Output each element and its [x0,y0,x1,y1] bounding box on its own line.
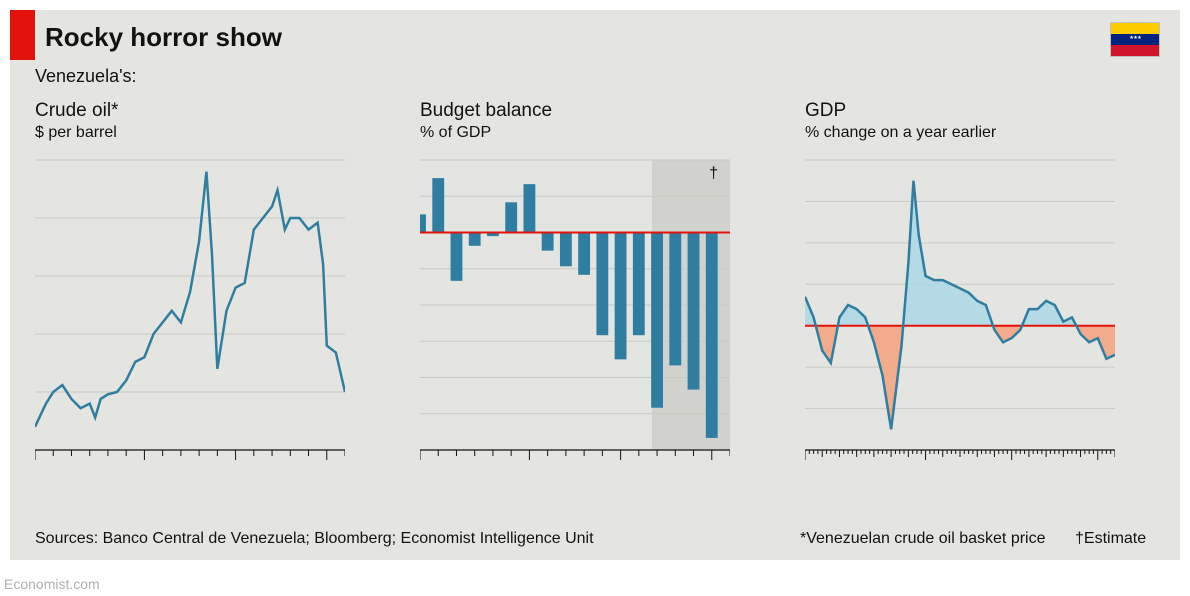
footnote-oil: *Venezuelan crude oil basket price [800,530,1046,548]
chart-subtitle: Venezuela's: [35,66,137,87]
panel1-plot: 02550751001251999051015 [35,155,345,465]
sources-text: Sources: Banco Central de Venezuela; Blo… [35,530,594,548]
panel1-title: Crude oil* [35,100,395,122]
panel2-unit: % of GDP [420,124,780,142]
panel-crude-oil: Crude oil* $ per barrel 0255075100125199… [35,100,395,520]
panel3-unit: % change on a year earlier [805,124,1165,142]
panel2-title: Budget balance [420,100,780,122]
economist-chart-panel: Rocky horror show Venezuela's: Crude oil… [0,0,1190,596]
panel-budget-balance: Budget balance % of GDP 630369121518+–19… [420,100,780,520]
panel2-plot: 630369121518+–1999051015† [420,155,730,465]
chart-title: Rocky horror show [45,22,282,53]
panel1-unit: $ per barrel [35,124,395,142]
svg-text:†: † [709,165,718,182]
venezuela-flag-icon [1110,22,1160,57]
panel-gdp: GDP % change on a year earlier 403020100… [805,100,1165,520]
chart-background: Rocky horror show Venezuela's: Crude oil… [10,10,1180,560]
panel3-plot: 403020100102030+–1998051015 [805,155,1115,465]
red-accent-tab [10,10,35,60]
watermark: Economist.com [4,576,100,592]
panel3-title: GDP [805,100,1165,122]
footnote-estimate: †Estimate [1075,530,1146,548]
